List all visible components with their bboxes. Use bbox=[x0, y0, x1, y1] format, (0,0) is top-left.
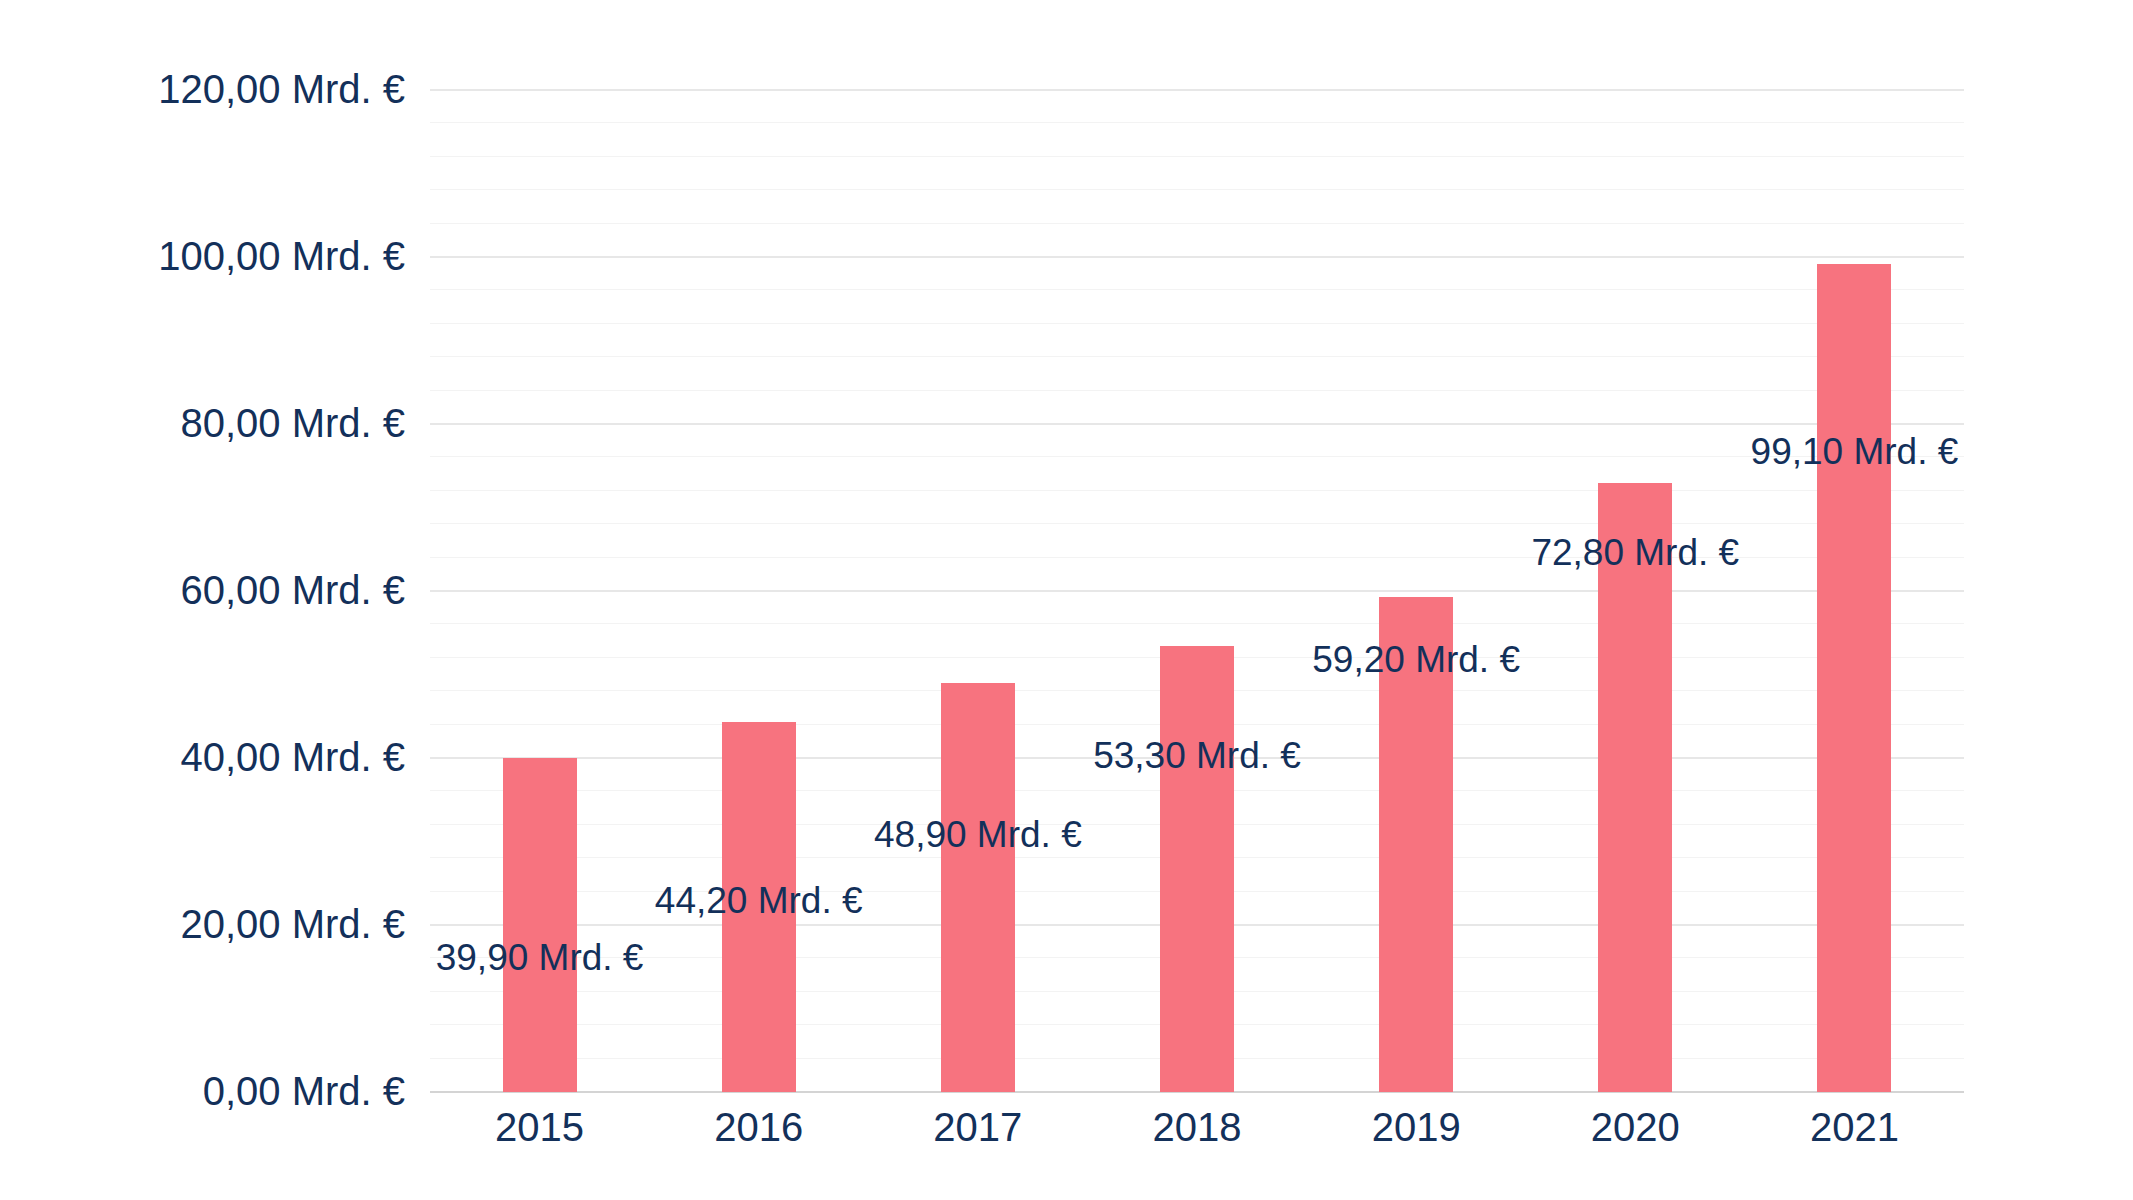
y-axis-tick-label: 20,00 Mrd. € bbox=[0, 902, 405, 947]
bar-2018 bbox=[1160, 646, 1234, 1092]
bar-value-label: 48,90 Mrd. € bbox=[874, 814, 1082, 856]
gridline-major bbox=[430, 89, 1964, 91]
gridline-minor bbox=[430, 189, 1964, 190]
gridline-major bbox=[430, 590, 1964, 592]
bar-2015 bbox=[503, 758, 577, 1092]
gridline-minor bbox=[430, 523, 1964, 524]
gridline-minor bbox=[430, 323, 1964, 324]
x-axis-tick-label: 2021 bbox=[1810, 1105, 1899, 1150]
y-axis-tick-label: 100,00 Mrd. € bbox=[0, 234, 405, 279]
bar-value-label: 44,20 Mrd. € bbox=[655, 880, 863, 922]
y-axis-tick-label: 40,00 Mrd. € bbox=[0, 735, 405, 780]
gridline-minor bbox=[430, 390, 1964, 391]
bar-value-label: 99,10 Mrd. € bbox=[1751, 431, 1959, 473]
bar-2020 bbox=[1598, 483, 1672, 1092]
bar-value-label: 59,20 Mrd. € bbox=[1312, 639, 1520, 681]
gridline-minor bbox=[430, 289, 1964, 290]
bar-value-label: 53,30 Mrd. € bbox=[1093, 735, 1301, 777]
x-axis-tick-label: 2015 bbox=[495, 1105, 584, 1150]
bar-value-label: 72,80 Mrd. € bbox=[1531, 532, 1739, 574]
y-axis-tick-label: 0,00 Mrd. € bbox=[0, 1069, 405, 1114]
gridline-minor bbox=[430, 356, 1964, 357]
y-axis-tick-label: 60,00 Mrd. € bbox=[0, 568, 405, 613]
bar-value-label: 39,90 Mrd. € bbox=[436, 937, 644, 979]
bar-2021 bbox=[1817, 264, 1891, 1092]
x-axis-tick-label: 2016 bbox=[714, 1105, 803, 1150]
gridline-minor bbox=[430, 490, 1964, 491]
gridline-minor bbox=[430, 456, 1964, 457]
y-axis-tick-label: 120,00 Mrd. € bbox=[0, 67, 405, 112]
y-axis-tick-label: 80,00 Mrd. € bbox=[0, 401, 405, 446]
x-axis-tick-label: 2018 bbox=[1153, 1105, 1242, 1150]
gridline-major bbox=[430, 423, 1964, 425]
gridline-minor bbox=[430, 223, 1964, 224]
x-axis-tick-label: 2020 bbox=[1591, 1105, 1680, 1150]
gridline-minor bbox=[430, 122, 1964, 123]
bar-chart: 0,00 Mrd. € 20,00 Mrd. € 40,00 Mrd. € 60,00… bbox=[0, 0, 2133, 1200]
x-axis-tick-label: 2019 bbox=[1372, 1105, 1461, 1150]
gridline-minor bbox=[430, 156, 1964, 157]
gridline-minor bbox=[430, 623, 1964, 624]
bar-2017 bbox=[941, 683, 1015, 1092]
gridline-major bbox=[430, 256, 1964, 258]
x-axis-tick-label: 2017 bbox=[933, 1105, 1022, 1150]
